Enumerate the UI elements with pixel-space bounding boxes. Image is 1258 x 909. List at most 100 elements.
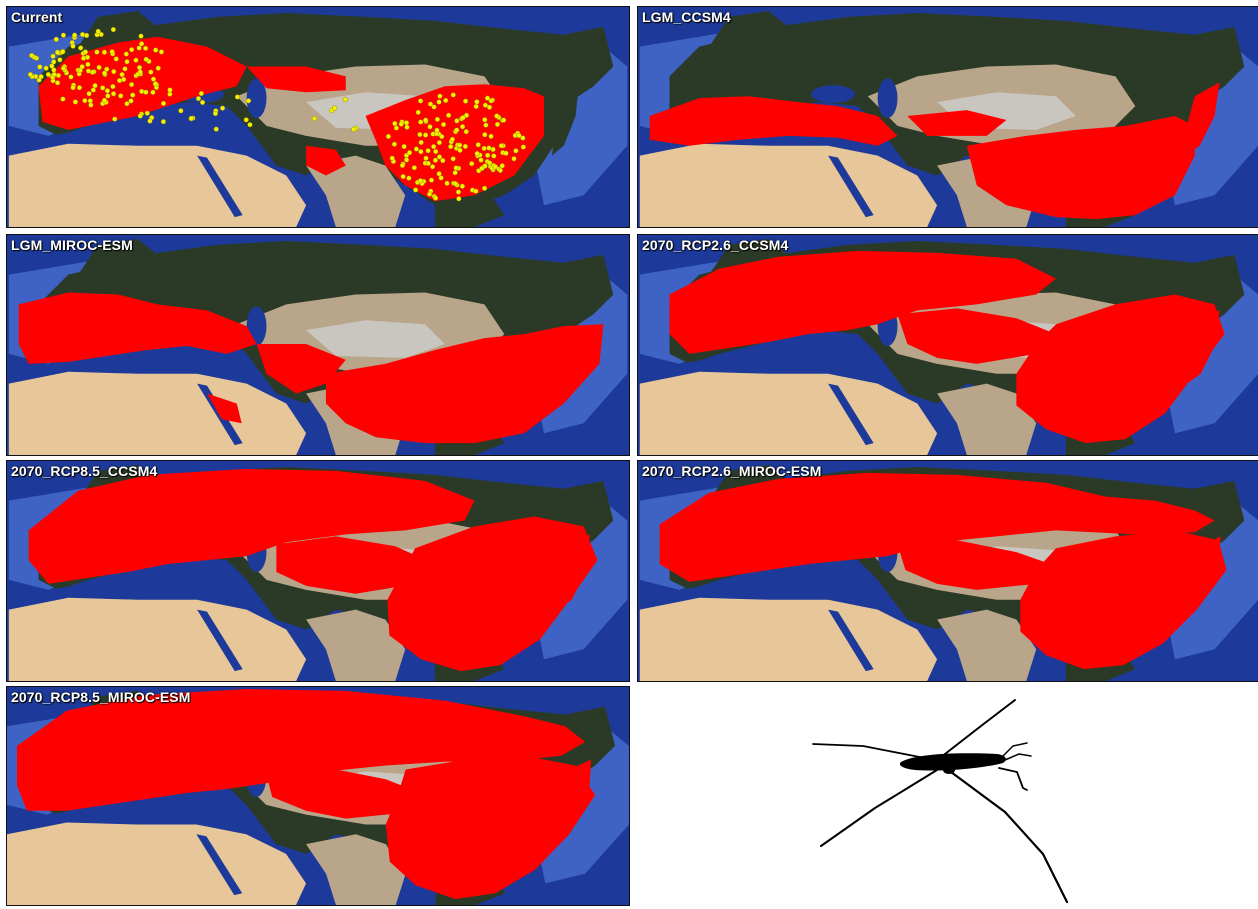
occurrence-point (60, 32, 66, 38)
occurrence-point (167, 87, 173, 93)
black-sea (811, 85, 855, 104)
map-current (8, 7, 628, 227)
occurrence-point (101, 49, 108, 55)
suitable-habitat (1186, 536, 1221, 610)
occurrence-point (516, 132, 522, 139)
panel-label: 2070_RCP8.5_CCSM4 (11, 463, 158, 479)
occurrence-point (436, 139, 442, 146)
occurrence-point (434, 116, 440, 122)
suitable-habitat (387, 516, 598, 672)
occurrence-point (415, 109, 421, 115)
occurrence-point (90, 87, 96, 93)
occurrence-point (482, 117, 488, 123)
occurrence-point (423, 155, 429, 161)
occurrence-point (84, 32, 90, 39)
occurrence-point (122, 66, 128, 72)
occurrence-point (113, 56, 119, 62)
occurrence-point (101, 70, 108, 76)
japan (551, 86, 579, 156)
occurrence-point (45, 71, 51, 78)
occurrence-point (139, 41, 145, 47)
occurrence-point (436, 99, 442, 105)
suitable-habitat (649, 96, 898, 146)
occurrence-point (72, 99, 78, 105)
map-2070-rcp85-miroc-esm (7, 687, 629, 905)
suitable-habitat (1184, 82, 1220, 156)
occurrence-point (520, 135, 526, 141)
occurrence-point (55, 72, 62, 79)
map-panel-current: Current (6, 6, 630, 228)
occurrence-point (219, 105, 226, 111)
map-2070-rcp26-miroc-esm (639, 461, 1258, 681)
occurrence-point (43, 65, 49, 71)
map-lgm-miroc-esm (8, 235, 628, 455)
map-panel-lgm-miroc-esm: LGM_MIROC-ESM (6, 234, 630, 456)
occurrence-point (68, 74, 74, 80)
occurrence-point (406, 150, 413, 156)
suitable-habitat (385, 755, 596, 900)
occurrence-point (473, 188, 479, 194)
occurrence-point (399, 162, 406, 169)
occurrence-point (137, 69, 143, 75)
occurrence-point (436, 154, 443, 160)
suitable-habitat (306, 145, 346, 176)
india (306, 609, 406, 681)
occurrence-point (130, 92, 136, 98)
occurrence-point (463, 129, 469, 135)
occurrence-point (427, 101, 434, 107)
occurrence-point (494, 121, 501, 128)
panel-label: 2070_RCP2.6_CCSM4 (642, 237, 789, 253)
occurrence-point (351, 126, 357, 132)
occurrence-point (82, 49, 88, 55)
occurrence-point (110, 84, 116, 90)
occurrence-point (123, 51, 129, 57)
mediterranean (679, 571, 839, 602)
occurrence-point (457, 147, 463, 153)
suitable-habitat (256, 344, 346, 394)
occurrence-point (503, 150, 509, 156)
mediterranean (679, 345, 839, 376)
occurrence-point (85, 68, 92, 74)
occurrence-point (142, 45, 149, 51)
occurrence-point (404, 157, 410, 163)
occurrence-point (456, 196, 462, 202)
occurrence-point (199, 99, 206, 106)
occurrence-point (104, 66, 110, 72)
occurrence-point (482, 102, 488, 108)
red-sea (828, 155, 874, 218)
occurrence-point (406, 175, 412, 181)
occurrence-point (413, 187, 419, 193)
occurrence-point (88, 102, 94, 108)
occurrence-point (389, 155, 395, 161)
occurrence-point (160, 119, 166, 125)
occurrence-point (143, 56, 149, 62)
occurrence-point (417, 98, 424, 104)
occurrence-point (488, 98, 494, 104)
occurrence-point (448, 144, 454, 150)
occurrence-point (433, 195, 439, 201)
occurrence-point (119, 72, 125, 78)
occurrence-point (418, 149, 424, 155)
occurrence-point (150, 76, 157, 82)
occurrence-point (431, 104, 437, 110)
mediterranean (48, 571, 208, 602)
occurrence-point (417, 131, 423, 138)
occurrence-point (94, 49, 100, 55)
map-panel-2070-rcp26-miroc-esm: 2070_RCP2.6_MIROC-ESM (637, 460, 1258, 682)
occurrence-point (453, 165, 459, 171)
map-panel-2070-rcp26-ccsm4: 2070_RCP2.6_CCSM4 (637, 234, 1258, 456)
occurrence-point (463, 112, 470, 118)
occurrence-point (101, 97, 108, 103)
occurrence-point (392, 120, 398, 127)
occurrence-point (85, 61, 91, 67)
occurrence-point (520, 144, 526, 150)
occurrence-point (460, 124, 466, 130)
red-sea (828, 609, 874, 672)
occurrence-point (70, 85, 76, 91)
occurrence-point (455, 189, 462, 195)
occurrence-point (450, 92, 456, 98)
occurrence-point (51, 59, 57, 65)
map-panel-2070-rcp85-miroc-esm: 2070_RCP8.5_MIROC-ESM (6, 686, 630, 906)
occurrence-point (128, 98, 134, 104)
occurrence-point (137, 113, 143, 119)
